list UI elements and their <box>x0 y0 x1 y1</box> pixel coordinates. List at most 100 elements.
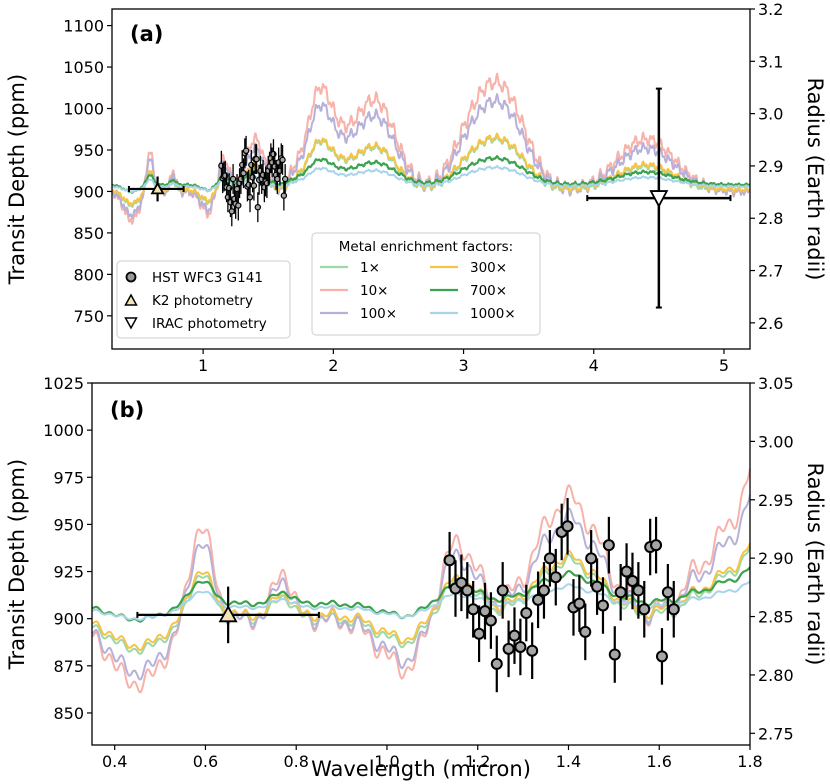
y-right-tick-label: 2.95 <box>758 491 794 510</box>
y-right-tick-label: 2.6 <box>758 314 783 333</box>
legend-irac-label: IRAC photometry <box>152 316 267 332</box>
y-tick-label: 975 <box>53 468 84 487</box>
x-tick-label: 1.0 <box>374 752 399 771</box>
y-right-tick-label: 2.85 <box>758 608 794 627</box>
series-line-1 <box>91 546 751 655</box>
panel-b-observations <box>136 498 680 693</box>
hst-data-point <box>473 627 486 640</box>
panel-b-y-axis-label-right: Radius (Earth radii) <box>803 463 827 666</box>
hst-data-point <box>242 147 250 155</box>
panel-a-y-ticks: 750 800 850 900 950 1000 1050 1100 <box>63 17 112 326</box>
x-tick-label: 3 <box>458 356 468 375</box>
panel-b-x-ticks: 0.4 0.6 0.8 1.0 1.2 1.4 1.6 1.8 <box>102 745 763 771</box>
hst-data-point <box>478 605 491 618</box>
hst-data-point <box>496 584 509 597</box>
y-tick-label: 850 <box>73 224 104 243</box>
hst-data-point <box>229 175 237 183</box>
panel-b-y-ticks: 850 875 900 925 950 975 1000 1025 <box>43 374 92 723</box>
irac-data-point <box>649 190 669 208</box>
panel-a-frame <box>111 8 751 350</box>
irac-triangle-icon <box>124 317 138 330</box>
hst-data-point <box>573 597 586 610</box>
panel-b-y-ticks-right: 2.75 2.80 2.85 2.90 2.95 3.00 3.05 <box>750 374 794 743</box>
series-line-5 <box>111 155 750 194</box>
y-right-tick-label: 2.7 <box>758 262 783 281</box>
panel-a-y-axis-label: Transit Depth (ppm) <box>5 74 29 285</box>
hst-data-point <box>520 607 533 620</box>
x-tick-label: 1.8 <box>737 752 762 771</box>
legend-series-label-1: 1× <box>360 260 380 276</box>
legend-series-label-2: 10× <box>360 283 389 299</box>
model-legend-box <box>311 232 541 336</box>
hst-data-point <box>614 586 627 599</box>
panel-b-label: (b) <box>110 398 144 422</box>
hst-marker-icon <box>125 271 137 283</box>
x-tick-label: 0.8 <box>283 752 308 771</box>
hst-data-point <box>253 155 260 163</box>
hst-data-point <box>228 208 235 215</box>
y-right-tick-label: 3.2 <box>758 0 783 19</box>
hst-data-point <box>443 554 456 567</box>
panel-a-y-axis-label-right: Radius (Earth radii) <box>803 78 827 281</box>
hst-data-point <box>661 586 674 599</box>
y-tick-label: 900 <box>53 610 84 629</box>
panel-a-x-ticks: 1 2 3 4 5 <box>198 349 729 375</box>
hst-data-point <box>514 640 527 653</box>
hst-data-point <box>655 650 668 663</box>
hst-data-point <box>549 571 562 584</box>
legend-k2-label: K2 photometry <box>152 293 253 309</box>
series-line-5 <box>91 566 751 623</box>
series-line-3 <box>111 93 751 220</box>
panel-b-y-axis-label: Transit Depth (ppm) <box>5 459 29 670</box>
hst-data-point <box>254 203 262 211</box>
hst-data-point <box>279 156 286 164</box>
hst-data-point <box>461 584 474 597</box>
x-tick-label: 1.2 <box>465 752 490 771</box>
y-tick-label: 875 <box>53 657 84 676</box>
hst-data-point <box>602 539 615 552</box>
hst-data-point <box>240 169 247 177</box>
y-right-tick-label: 3.0 <box>758 105 783 124</box>
legend-series-label-6: 1000× <box>470 306 516 322</box>
x-tick-label: 1.4 <box>556 752 581 771</box>
hst-data-point <box>561 520 574 533</box>
k2-data-point <box>218 605 238 623</box>
hst-data-point <box>620 565 633 578</box>
y-tick-label: 850 <box>53 704 84 723</box>
y-right-tick-label: 2.75 <box>758 724 794 743</box>
model-legend-title: Metal enrichment factors: <box>339 239 513 255</box>
y-right-tick-label: 3.1 <box>758 52 783 71</box>
series-line-6 <box>111 165 750 194</box>
y-tick-label: 1025 <box>43 374 84 393</box>
x-tick-label: 1 <box>198 356 208 375</box>
panel-a-label: (a) <box>130 22 163 46</box>
k2-data-point <box>150 181 165 195</box>
hst-data-point <box>526 644 539 657</box>
y-tick-label: 925 <box>53 563 84 582</box>
y-tick-label: 1000 <box>43 421 84 440</box>
y-right-tick-label: 2.9 <box>758 157 783 176</box>
legend-series-label-3: 100× <box>360 306 397 322</box>
panel-a-observations <box>127 87 732 309</box>
hst-data-point <box>591 580 604 593</box>
observation-legend-box <box>116 260 291 339</box>
panel-b: 0.4 0.6 0.8 1.0 1.2 1.4 1.6 1.8 850 875 900 925 950… <box>5 374 827 781</box>
y-tick-label: 1100 <box>63 17 104 36</box>
hst-data-point <box>467 603 480 616</box>
x-tick-label: 0.6 <box>193 752 218 771</box>
panel-a-y-ticks-right: 2.6 2.7 2.8 2.9 3.0 3.1 3.2 <box>750 0 783 333</box>
hst-data-point <box>235 202 242 209</box>
hst-data-point <box>280 192 288 199</box>
panel-a-model-spectra <box>111 72 751 225</box>
y-tick-label: 800 <box>73 265 104 284</box>
series-line-3 <box>91 494 751 681</box>
hst-data-point <box>650 539 663 552</box>
panel-a: 1 2 3 4 5 750 800 850 900 950 1000 1050 1100 2.6 2.7… <box>5 0 827 375</box>
y-right-tick-label: 3.05 <box>758 374 794 393</box>
y-tick-label: 950 <box>53 515 84 534</box>
k2-triangle-icon <box>124 293 138 306</box>
model-legend: Metal enrichment factors: 1× 10× 100× 300× 7… <box>311 232 541 336</box>
model-legend-items: 1× 10× 100× 300× 700× 1000× <box>320 260 516 322</box>
panel-b-frame <box>91 382 751 746</box>
